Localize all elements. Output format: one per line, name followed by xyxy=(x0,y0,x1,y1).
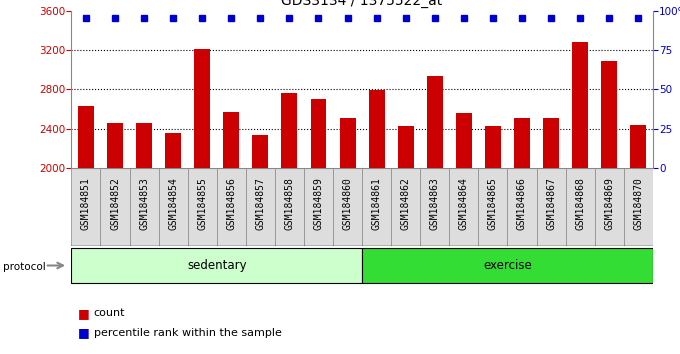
Text: GSM184860: GSM184860 xyxy=(343,177,352,230)
Text: GSM184852: GSM184852 xyxy=(110,177,120,230)
Text: GSM184866: GSM184866 xyxy=(517,177,527,230)
Text: GSM184862: GSM184862 xyxy=(401,177,411,230)
Text: GSM184867: GSM184867 xyxy=(546,177,556,230)
Bar xyxy=(507,168,537,246)
Text: GSM184870: GSM184870 xyxy=(633,177,643,230)
Bar xyxy=(194,49,210,168)
Bar xyxy=(537,168,566,246)
Bar xyxy=(479,168,507,246)
Bar xyxy=(594,168,624,246)
Bar xyxy=(333,168,362,246)
Text: percentile rank within the sample: percentile rank within the sample xyxy=(94,328,282,338)
Text: protocol: protocol xyxy=(3,262,46,272)
Text: GSM184856: GSM184856 xyxy=(226,177,236,230)
Bar xyxy=(246,168,275,246)
Bar xyxy=(624,168,653,246)
Bar xyxy=(101,168,129,246)
Text: ■: ■ xyxy=(78,326,90,339)
Bar xyxy=(427,76,443,168)
Bar xyxy=(566,168,594,246)
Bar xyxy=(158,168,188,246)
Bar xyxy=(165,133,181,168)
Text: GSM184869: GSM184869 xyxy=(605,177,614,230)
Bar xyxy=(223,112,239,168)
Text: GSM184858: GSM184858 xyxy=(284,177,294,230)
Bar xyxy=(107,123,123,168)
Bar xyxy=(304,168,333,246)
Bar xyxy=(339,118,356,168)
Bar xyxy=(601,61,617,168)
Bar xyxy=(188,168,217,246)
Bar xyxy=(71,248,362,283)
Bar xyxy=(71,168,101,246)
Title: GDS3134 / 1375522_at: GDS3134 / 1375522_at xyxy=(282,0,443,8)
Bar xyxy=(78,106,94,168)
Bar xyxy=(362,168,391,246)
Bar xyxy=(514,118,530,168)
Bar xyxy=(129,168,158,246)
Text: GSM184855: GSM184855 xyxy=(197,177,207,230)
Text: GSM184868: GSM184868 xyxy=(575,177,585,230)
Bar xyxy=(282,93,297,168)
Bar xyxy=(485,126,501,168)
Text: GSM184861: GSM184861 xyxy=(372,177,381,230)
Text: GSM184851: GSM184851 xyxy=(81,177,91,230)
Text: count: count xyxy=(94,308,125,318)
Bar xyxy=(275,168,304,246)
Bar xyxy=(543,118,559,168)
Text: GSM184863: GSM184863 xyxy=(430,177,440,230)
Bar xyxy=(420,168,449,246)
Text: GSM184865: GSM184865 xyxy=(488,177,498,230)
Bar xyxy=(311,99,326,168)
Bar xyxy=(136,123,152,168)
Text: GSM184864: GSM184864 xyxy=(459,177,469,230)
Bar xyxy=(456,113,472,168)
Bar xyxy=(391,168,420,246)
Bar xyxy=(362,248,653,283)
Text: ■: ■ xyxy=(78,307,90,320)
Bar xyxy=(369,90,385,168)
Bar xyxy=(398,126,413,168)
Text: GSM184857: GSM184857 xyxy=(256,177,265,230)
Text: GSM184859: GSM184859 xyxy=(313,177,324,230)
Text: GSM184853: GSM184853 xyxy=(139,177,149,230)
Bar xyxy=(449,168,479,246)
Text: GSM184854: GSM184854 xyxy=(168,177,178,230)
Bar xyxy=(217,168,246,246)
Text: exercise: exercise xyxy=(483,259,532,272)
Text: sedentary: sedentary xyxy=(187,259,247,272)
Bar xyxy=(630,125,646,168)
Bar xyxy=(252,135,269,168)
Bar xyxy=(572,42,588,168)
